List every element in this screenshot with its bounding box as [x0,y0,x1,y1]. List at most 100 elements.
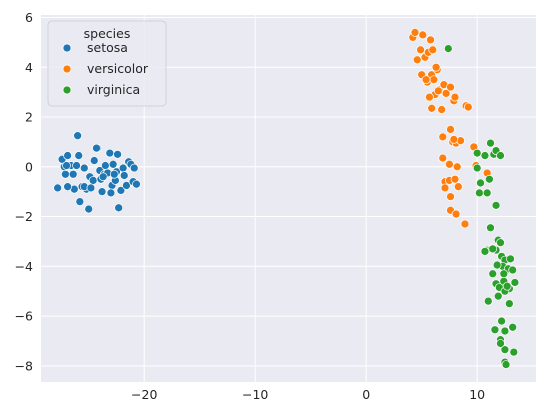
data-point [108,159,118,169]
data-point [114,203,124,213]
data-point [86,183,96,193]
data-point [416,45,425,55]
legend-marker [62,43,72,53]
data-point [61,169,70,179]
data-point [443,44,453,53]
data-point [475,188,484,198]
data-point [427,103,437,113]
data-point [446,192,455,201]
data-point [440,183,450,193]
data-point [486,223,495,233]
legend-entry-versicolor: versicolor [62,61,149,76]
data-point [68,169,78,179]
data-point [429,75,439,85]
data-point [109,169,119,179]
data-point [97,187,107,197]
series-virginica [443,44,520,369]
data-point [496,151,505,160]
data-point [493,291,503,301]
data-point [501,360,511,369]
data-point [488,269,498,279]
data-point [460,219,470,229]
y-tick-label: −4 [15,259,33,274]
data-point [510,278,520,287]
x-tick-label: 10 [469,387,485,402]
x-tick-labels: −20 −10 0 10 [131,387,485,402]
data-point [132,179,141,189]
legend-marker [62,85,72,95]
y-tick-labels: −8 −6 −4 −2 0 2 4 6 [15,10,33,373]
data-point [500,345,510,354]
data-point [449,135,459,144]
data-point [62,161,71,170]
legend-label: virginica [87,82,140,97]
data-point [122,181,131,190]
data-point [428,45,438,55]
legend-entry-setosa: setosa [62,40,128,55]
x-tick-label: 0 [362,387,370,402]
data-point [433,86,443,96]
data-point [418,30,428,40]
data-point [437,105,447,114]
y-tick-label: 0 [25,159,33,174]
data-point [463,102,473,112]
data-point [446,82,455,92]
y-tick-label: 6 [25,10,33,25]
data-point [490,325,500,335]
data-point [438,132,448,142]
legend: species setosa versicolor virginica [47,20,167,107]
data-point [72,161,81,170]
data-point [472,148,482,158]
data-point [483,296,493,306]
data-point [446,125,455,134]
legend-label: versicolor [87,61,149,76]
y-tick-label: −8 [15,358,33,373]
data-point [472,163,482,173]
data-point [445,159,454,169]
data-point [500,326,510,336]
data-point [431,62,441,72]
legend-title: species [84,26,131,41]
legend-marker [62,64,72,74]
data-point [505,299,514,308]
data-point [73,131,82,141]
x-tick-label: −10 [242,387,268,402]
data-point [98,172,108,182]
data-point [451,209,461,219]
y-tick-label: −6 [15,309,33,324]
data-point [450,174,460,184]
legend-label: setosa [87,40,128,55]
y-tick-label: 2 [25,110,33,125]
data-point [63,151,72,160]
y-tick-label: −2 [15,209,33,224]
data-point [74,151,84,160]
data-point [105,148,115,158]
data-point [88,176,98,185]
data-point [508,322,518,332]
data-point [492,260,502,270]
data-point [506,254,515,264]
data-point [491,200,501,210]
data-point [113,149,122,159]
data-point [92,143,101,153]
data-point [480,247,490,256]
data-point [53,183,63,193]
data-point [84,204,94,214]
data-point [79,163,89,173]
data-point [119,171,129,180]
series-setosa [53,131,141,214]
data-point [89,156,99,165]
data-point [410,28,420,37]
y-tick-label: 4 [25,60,33,75]
data-point [496,339,505,348]
data-point [485,174,494,184]
data-point [101,161,110,170]
data-point [480,151,490,160]
data-point [438,153,448,163]
data-point [482,188,492,198]
data-point [118,163,128,173]
x-tick-label: −20 [131,387,157,402]
data-point [488,244,498,254]
data-point [453,182,463,192]
data-point [63,182,72,192]
